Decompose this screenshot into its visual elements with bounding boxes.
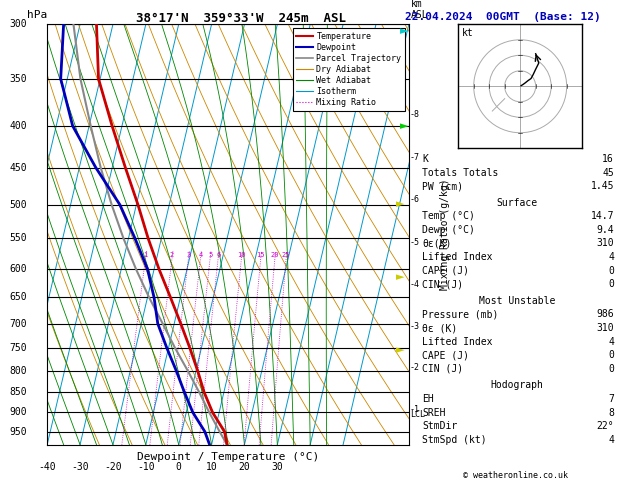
Text: Most Unstable: Most Unstable [479,296,555,306]
Text: 900: 900 [9,407,27,417]
Text: 1.45: 1.45 [591,181,614,191]
Text: ►: ► [400,27,409,36]
Text: -5: -5 [410,238,420,247]
Text: -30: -30 [71,462,89,471]
Text: 500: 500 [9,200,27,210]
Text: 22°: 22° [596,421,614,431]
Text: Lifted Index: Lifted Index [422,337,493,347]
Text: -2: -2 [410,363,420,372]
Text: 38°17'N  359°33'W  245m  ASL: 38°17'N 359°33'W 245m ASL [136,12,345,25]
Text: 9.4: 9.4 [596,225,614,235]
Text: 700: 700 [9,319,27,329]
Text: 986: 986 [596,310,614,319]
Text: 7: 7 [608,394,614,404]
Text: 350: 350 [9,74,27,84]
Text: 2: 2 [170,252,174,259]
Text: 25: 25 [282,252,291,259]
Text: StmSpd (kt): StmSpd (kt) [422,435,487,445]
Text: PW (cm): PW (cm) [422,181,464,191]
Text: 4: 4 [608,252,614,262]
Text: 14.7: 14.7 [591,211,614,221]
Text: StmDir: StmDir [422,421,457,431]
Text: -20: -20 [104,462,122,471]
Text: Lifted Index: Lifted Index [422,252,493,262]
Text: θε (K): θε (K) [422,323,457,333]
X-axis label: Dewpoint / Temperature (°C): Dewpoint / Temperature (°C) [137,452,319,462]
Text: -4: -4 [410,279,420,289]
Text: hPa: hPa [27,10,48,20]
Text: Totals Totals: Totals Totals [422,168,499,177]
Text: 750: 750 [9,343,27,353]
Text: 20: 20 [238,462,250,471]
Legend: Temperature, Dewpoint, Parcel Trajectory, Dry Adiabat, Wet Adiabat, Isotherm, Mi: Temperature, Dewpoint, Parcel Trajectory… [293,29,404,111]
Text: 8: 8 [608,408,614,417]
Text: 4: 4 [608,337,614,347]
Text: ►: ► [396,199,405,209]
Text: 5: 5 [208,252,212,259]
Text: 3: 3 [186,252,191,259]
Text: 15: 15 [257,252,265,259]
Text: -1: -1 [410,405,420,414]
Text: 0: 0 [608,350,614,360]
Text: 600: 600 [9,264,27,274]
Text: km
ASL: km ASL [411,0,428,20]
Text: -6: -6 [410,195,420,204]
Text: Surface: Surface [496,198,538,208]
Text: CAPE (J): CAPE (J) [422,350,469,360]
Text: 0: 0 [608,279,614,289]
Text: 4: 4 [608,435,614,445]
Text: -10: -10 [137,462,155,471]
Text: 0: 0 [175,462,182,471]
Text: Temp (°C): Temp (°C) [422,211,475,221]
Text: 0: 0 [608,266,614,276]
Text: CIN (J): CIN (J) [422,279,464,289]
Text: EH: EH [422,394,434,404]
Text: 10: 10 [206,462,218,471]
Text: θε(K): θε(K) [422,239,452,248]
Text: K: K [422,154,428,164]
Text: 0: 0 [608,364,614,374]
Text: ►: ► [396,272,405,282]
Text: 22.04.2024  00GMT  (Base: 12): 22.04.2024 00GMT (Base: 12) [405,12,601,22]
Text: -7: -7 [410,153,420,162]
Text: 400: 400 [9,121,27,131]
Text: 30: 30 [272,462,283,471]
Text: ►: ► [396,345,405,355]
Text: 950: 950 [9,427,27,436]
Text: 10: 10 [237,252,246,259]
Text: SREH: SREH [422,408,445,417]
Text: LCL: LCL [410,410,425,419]
Text: -8: -8 [410,110,420,119]
Text: -40: -40 [38,462,56,471]
Text: 1: 1 [143,252,148,259]
Text: 650: 650 [9,293,27,302]
Text: -3: -3 [410,322,420,330]
Text: kt: kt [462,28,474,38]
Text: 4: 4 [198,252,203,259]
Text: CIN (J): CIN (J) [422,364,464,374]
Text: 450: 450 [9,162,27,173]
Text: 310: 310 [596,239,614,248]
Text: 6: 6 [216,252,220,259]
Text: Hodograph: Hodograph [491,381,543,390]
Text: ►: ► [400,122,409,131]
Text: © weatheronline.co.uk: © weatheronline.co.uk [464,471,568,480]
Text: 800: 800 [9,366,27,376]
Text: 850: 850 [9,387,27,397]
Text: 310: 310 [596,323,614,333]
Text: 550: 550 [9,233,27,243]
Text: 300: 300 [9,19,27,29]
Text: Dewp (°C): Dewp (°C) [422,225,475,235]
Text: 45: 45 [602,168,614,177]
Text: 16: 16 [602,154,614,164]
Text: CAPE (J): CAPE (J) [422,266,469,276]
Text: Pressure (mb): Pressure (mb) [422,310,499,319]
Text: Mixing Ratio (g/kg): Mixing Ratio (g/kg) [440,179,450,290]
Text: 20: 20 [270,252,279,259]
